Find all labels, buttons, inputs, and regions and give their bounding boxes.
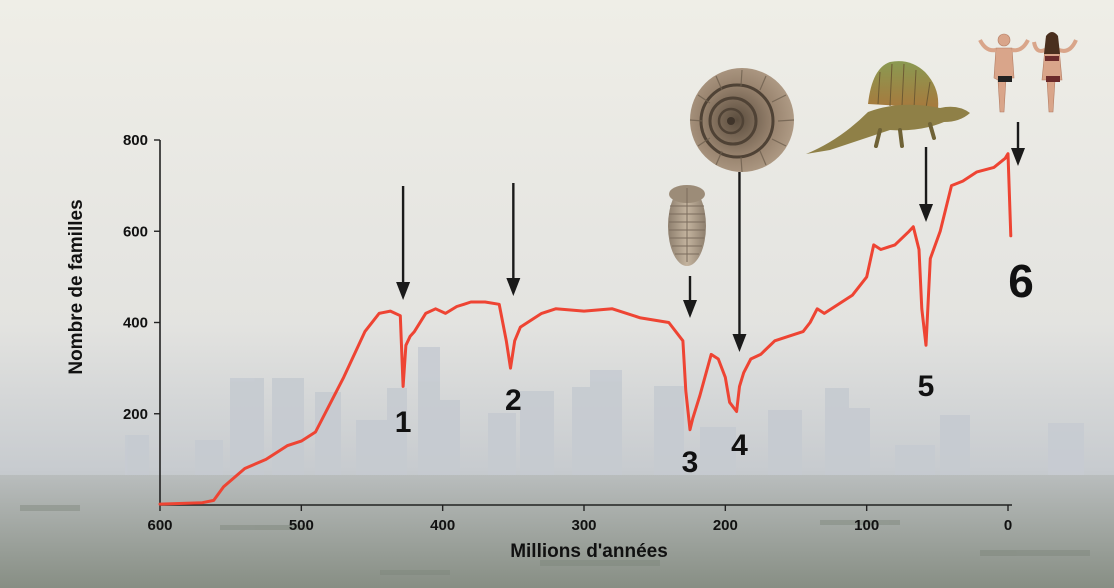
event-label: 3 bbox=[682, 446, 699, 479]
x-tick-label: 500 bbox=[289, 517, 314, 534]
y-axis-title: Nombre de familles bbox=[66, 199, 87, 374]
x-tick-label: 400 bbox=[430, 517, 455, 534]
dimetrodon-icon bbox=[806, 61, 970, 154]
series-line bbox=[158, 152, 1013, 506]
x-tick-label: 100 bbox=[854, 517, 879, 534]
event-label: 5 bbox=[918, 370, 935, 403]
y-tick-label: 600 bbox=[123, 223, 148, 240]
event-label: 6 bbox=[1008, 255, 1034, 307]
x-tick-label: 0 bbox=[1004, 517, 1012, 534]
event-arrowhead bbox=[683, 300, 697, 318]
x-axis-title: Millions d'années bbox=[510, 541, 668, 562]
event-arrowhead bbox=[919, 204, 934, 222]
humans-icon bbox=[978, 32, 1078, 113]
event-arrowhead bbox=[396, 282, 411, 300]
x-tick-label: 300 bbox=[571, 517, 596, 534]
y-tick-label: 200 bbox=[123, 406, 148, 423]
trilobite-icon bbox=[668, 185, 706, 266]
event-label: 4 bbox=[731, 429, 748, 462]
y-ticks: 200 400 600 800 bbox=[123, 132, 160, 423]
event-label: 2 bbox=[505, 384, 522, 417]
x-ticks: 600 500 400 300 200 100 0 bbox=[147, 505, 1012, 534]
event-arrowhead bbox=[506, 278, 521, 296]
y-tick-label: 800 bbox=[123, 132, 148, 149]
x-tick-label: 200 bbox=[713, 517, 738, 534]
event-arrowhead bbox=[732, 334, 747, 352]
y-tick-label: 400 bbox=[123, 315, 148, 332]
x-tick-label: 600 bbox=[147, 517, 172, 534]
extinction-events: 1 2 34 5 6 bbox=[395, 122, 1034, 479]
ammonite-icon bbox=[689, 68, 795, 173]
event-arrowhead bbox=[1011, 148, 1025, 166]
event-label: 1 bbox=[395, 406, 412, 439]
